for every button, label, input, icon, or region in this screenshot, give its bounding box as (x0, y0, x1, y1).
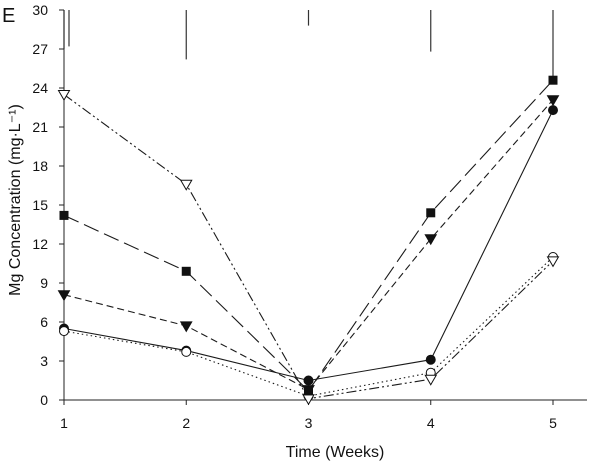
marker-filled-circle (425, 354, 436, 365)
marker-filled-circle (548, 105, 558, 116)
marker-filled-square (426, 208, 436, 218)
marker-open-triangle-down (302, 394, 315, 406)
series-lines (63, 79, 554, 400)
marker-open-triangle-down (57, 90, 71, 101)
marker-filled-square (304, 386, 313, 396)
indicator-lines (63, 10, 554, 82)
series-line-filled-square (63, 79, 554, 392)
marker-open-triangle-down (179, 179, 193, 191)
y-tick-label: 27 (32, 41, 48, 57)
y-tick-label: 30 (32, 2, 48, 18)
series-line-open-circle (63, 256, 554, 397)
y-tick-label: 0 (40, 392, 48, 408)
y-tick-label: 9 (40, 275, 48, 291)
marker-filled-circle (303, 375, 314, 386)
marker-open-circle (181, 346, 192, 357)
marker-open-triangle-down (424, 374, 438, 386)
y-tick-label: 18 (32, 158, 48, 174)
x-tick-label: 4 (427, 415, 435, 431)
x-axis-title: Time (Weeks) (286, 444, 385, 461)
y-tick-label: 6 (40, 314, 48, 330)
series-line-filled-circle (63, 109, 554, 382)
y-tick-label: 15 (32, 197, 48, 213)
marker-open-triangle-down (546, 256, 560, 268)
y-tick-label: 24 (32, 80, 48, 96)
marker-filled-triangle-down (57, 290, 71, 302)
y-tick-label: 3 (40, 353, 48, 369)
y-axis-title: Mg Concentration (mg·L⁻¹) (7, 104, 24, 296)
marker-filled-triangle-down (179, 321, 193, 333)
marker-filled-triangle-down (546, 95, 560, 107)
y-tick-label: 21 (32, 119, 48, 135)
x-tick-label: 1 (60, 415, 68, 431)
series-line-filled-triangle-down (63, 99, 554, 391)
axes (63, 10, 587, 401)
x-tick-label: 2 (182, 415, 190, 431)
y-axis-ticks: 0 3 6 9 12 15 18 21 24 27 30 (32, 2, 64, 408)
x-tick-label: 3 (305, 415, 313, 431)
marker-filled-square (548, 75, 558, 85)
series-markers (57, 75, 560, 406)
marker-filled-triangle-down (424, 234, 438, 246)
marker-open-circle (59, 326, 69, 337)
marker-filled-square (59, 210, 69, 220)
series-line-open-triangle-down (63, 94, 554, 400)
x-tick-label: 5 (549, 415, 557, 431)
panel-label: E (2, 5, 15, 27)
marker-filled-square (181, 266, 191, 276)
y-tick-label: 12 (32, 236, 48, 252)
